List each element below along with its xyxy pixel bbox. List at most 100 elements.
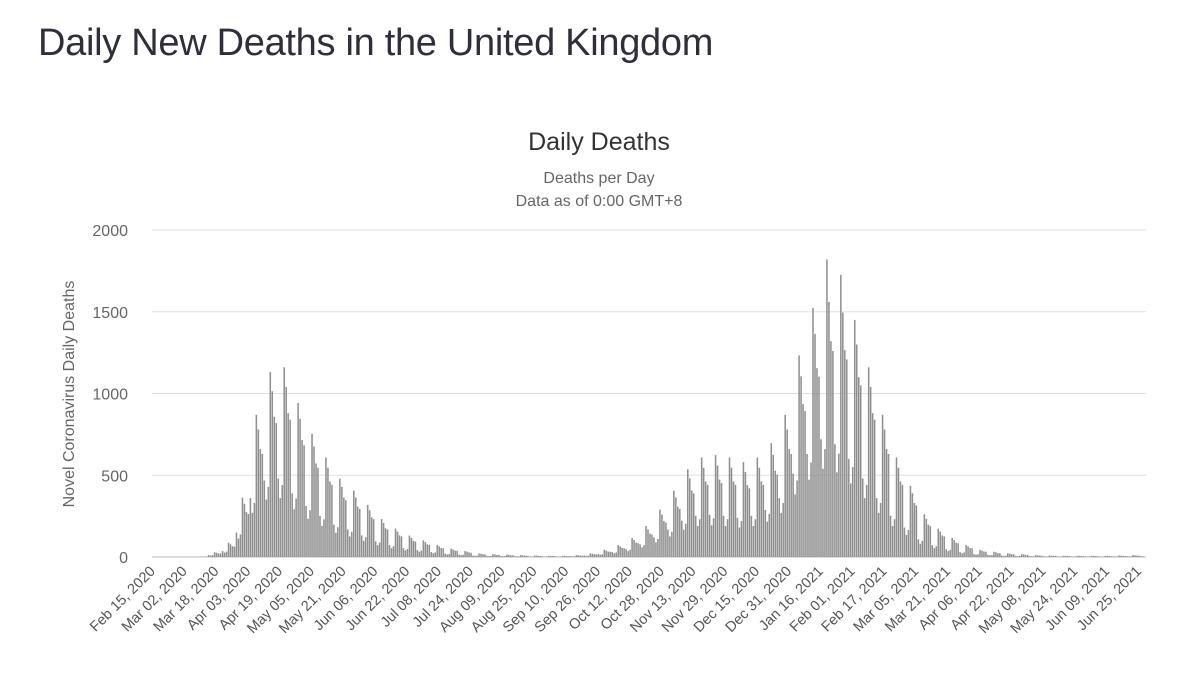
bar	[623, 548, 625, 557]
bar	[591, 553, 594, 557]
bar	[754, 519, 757, 557]
bar	[746, 485, 749, 557]
bar	[959, 552, 961, 557]
bar	[690, 490, 693, 557]
bar	[881, 414, 884, 557]
bar	[577, 555, 580, 557]
bar	[995, 552, 997, 557]
bar	[708, 514, 711, 557]
bar	[454, 550, 456, 557]
bar	[1040, 555, 1043, 557]
bar	[321, 526, 323, 557]
bar	[565, 556, 568, 557]
bar	[563, 555, 566, 557]
bar	[1018, 555, 1021, 557]
bar	[535, 555, 538, 557]
bar	[619, 546, 621, 557]
bar	[1054, 556, 1057, 557]
bar	[293, 509, 295, 557]
bar	[673, 490, 675, 557]
bar	[490, 555, 492, 557]
bar	[492, 554, 494, 557]
bar	[901, 484, 904, 557]
bar	[1001, 555, 1003, 557]
bar	[861, 478, 864, 557]
bar	[597, 554, 600, 557]
bar	[635, 542, 637, 557]
bar	[700, 457, 703, 557]
bar	[1036, 555, 1039, 557]
bar	[384, 528, 387, 557]
bar	[215, 552, 218, 557]
bar	[398, 535, 401, 557]
bar	[265, 499, 268, 557]
bar	[840, 274, 842, 557]
bar	[299, 418, 301, 557]
bar	[643, 545, 645, 557]
bar	[844, 350, 846, 557]
bar	[857, 377, 860, 557]
bar	[281, 485, 283, 557]
bar	[1080, 556, 1083, 557]
bar	[1024, 554, 1027, 557]
bar	[977, 554, 979, 557]
bar	[665, 522, 667, 557]
bar	[420, 550, 423, 557]
bar	[846, 359, 848, 557]
bar	[989, 555, 991, 557]
bar	[748, 488, 751, 557]
bar	[335, 532, 337, 557]
bar	[1090, 555, 1093, 557]
bar	[991, 555, 993, 557]
bar	[893, 519, 896, 557]
bar	[973, 554, 975, 557]
bar	[343, 497, 345, 557]
bar	[681, 520, 683, 557]
bar	[871, 413, 874, 557]
bar	[776, 474, 778, 557]
bar	[432, 553, 435, 557]
bar	[971, 548, 973, 557]
bar	[679, 508, 681, 557]
bar	[547, 555, 550, 557]
bar	[923, 514, 926, 557]
bar	[297, 402, 299, 557]
bar	[873, 419, 876, 557]
bar	[1003, 555, 1005, 557]
bar	[386, 529, 389, 557]
chart-title: Daily Deaths	[528, 128, 670, 156]
bar	[496, 554, 498, 557]
bar	[728, 457, 731, 557]
bar	[1042, 556, 1045, 557]
bar	[929, 526, 932, 557]
bar	[1064, 555, 1067, 557]
bar	[382, 522, 385, 557]
bar	[889, 515, 892, 557]
bar	[766, 521, 769, 557]
bar	[836, 472, 838, 557]
bar	[521, 555, 524, 557]
bar	[380, 519, 383, 557]
bar	[645, 526, 647, 557]
bar	[714, 454, 717, 557]
bar	[919, 543, 922, 557]
bar	[295, 498, 297, 557]
bar	[943, 536, 945, 557]
bar	[520, 555, 522, 557]
bar	[255, 414, 258, 557]
bar	[219, 553, 222, 557]
bar	[792, 473, 794, 557]
bar	[583, 555, 586, 557]
bar	[438, 546, 441, 557]
bar	[402, 548, 405, 557]
bar	[448, 553, 450, 557]
chart-subtitle-timestamp: Data as of 0:00 GMT+8	[516, 193, 683, 210]
bar	[227, 542, 230, 557]
bar	[225, 551, 228, 557]
bar	[997, 553, 999, 557]
bar	[617, 545, 619, 557]
bar	[364, 537, 367, 557]
bar	[523, 555, 526, 557]
bar	[734, 484, 737, 557]
bar	[967, 546, 969, 557]
